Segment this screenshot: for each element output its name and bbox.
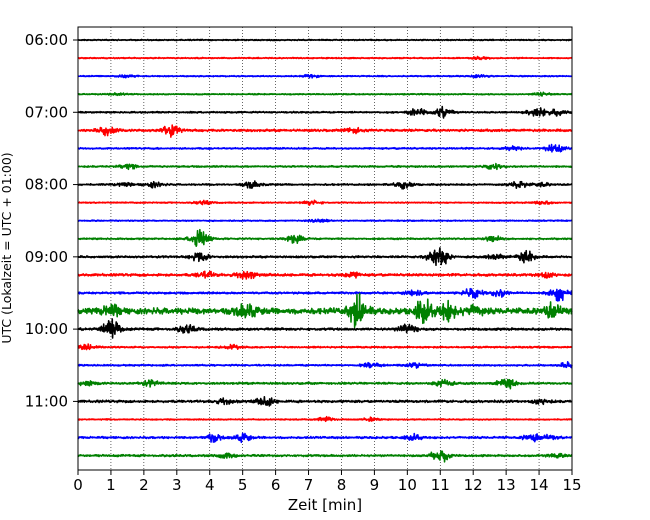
x-tick-label: 14 [530, 476, 549, 494]
trace-0700 [77, 105, 573, 119]
trace-0930 [77, 287, 573, 302]
trace-1100 [77, 396, 573, 407]
seismogram-traces [77, 38, 573, 463]
trace-1130 [77, 432, 573, 444]
trace-1145 [77, 450, 573, 463]
trace-0800 [77, 180, 573, 190]
trace-0600 [77, 38, 573, 42]
y-tick-label: 09:00 [25, 248, 68, 266]
trace-0745 [77, 162, 573, 171]
x-tick-label: 15 [562, 476, 581, 494]
y-axis: 06:00 07:00 08:00 09:00 10:00 11:00 [25, 31, 78, 410]
plot-frame [77, 26, 573, 471]
y-tick-label: 07:00 [25, 103, 68, 121]
x-tick-label: 13 [497, 476, 516, 494]
trace-0945 [77, 292, 573, 328]
trace-0830 [77, 218, 573, 223]
trace-0900 [77, 247, 573, 267]
trace-0715 [77, 124, 573, 138]
x-tick-label: 10 [398, 476, 417, 494]
y-tick-label: 08:00 [25, 176, 68, 194]
x-tick-label: 3 [172, 476, 182, 494]
trace-0730 [77, 143, 573, 153]
x-tick-label: 7 [304, 476, 314, 494]
trace-0630 [77, 73, 573, 79]
x-tick-label: 5 [238, 476, 248, 494]
trace-1115 [77, 415, 573, 423]
trace-0615 [77, 55, 573, 61]
x-tick-label: 4 [205, 476, 215, 494]
trace-0845 [77, 228, 573, 247]
x-tick-label: 9 [370, 476, 380, 494]
trace-1015 [77, 343, 573, 351]
vertical-grid [110, 27, 540, 470]
x-axis: 0 1 2 3 4 5 6 7 8 9 10 11 12 13 14 15 [73, 470, 582, 494]
y-tick-label: 10:00 [25, 320, 68, 338]
x-tick-label: 8 [337, 476, 347, 494]
x-tick-label: 12 [464, 476, 483, 494]
x-tick-label: 6 [271, 476, 281, 494]
plot-background [78, 27, 572, 470]
trace-1045 [77, 378, 573, 390]
x-axis-label: Zeit [min] [288, 496, 362, 514]
y-tick-label: 11:00 [25, 392, 68, 410]
trace-0815 [77, 199, 573, 206]
trace-1030 [77, 361, 573, 369]
trace-1000 [77, 318, 573, 339]
x-tick-label: 11 [431, 476, 450, 494]
y-tick-label: 06:00 [25, 31, 68, 49]
x-tick-label: 0 [73, 476, 83, 494]
trace-0645 [77, 91, 573, 97]
y-axis-label: UTC (Lokalzeit = UTC + 01:00) [0, 152, 14, 343]
x-tick-label: 1 [106, 476, 116, 494]
x-tick-label: 2 [139, 476, 149, 494]
trace-0915 [77, 270, 573, 280]
